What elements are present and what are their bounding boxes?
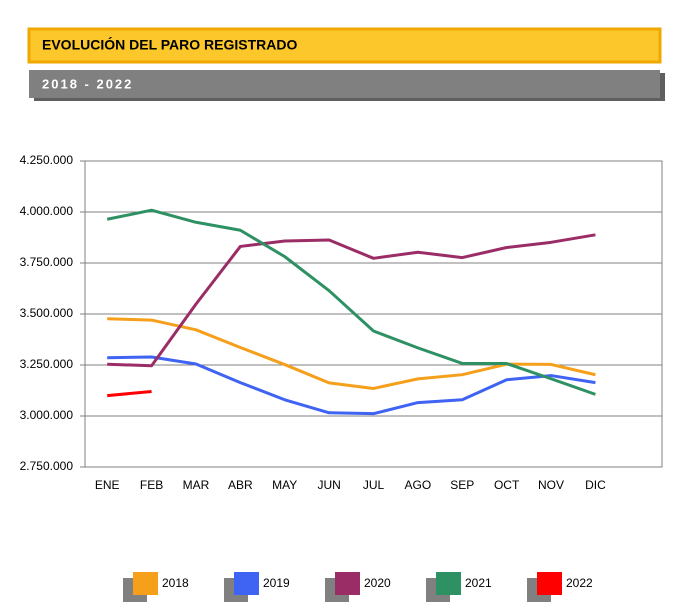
plot-border	[84, 160, 663, 468]
x-tick-label: SEP	[450, 478, 474, 492]
y-tick-label: 3.250.000	[20, 357, 74, 371]
legend-label: 2021	[465, 576, 492, 590]
y-tick-label: 3.000.000	[20, 408, 74, 422]
series-line	[107, 233, 596, 368]
chart-subtitle: 2018 - 2022	[42, 76, 133, 91]
x-tick-label: ENE	[95, 478, 120, 492]
series-line	[107, 317, 596, 390]
legend-label: 2019	[263, 576, 290, 590]
y-tick-label: 3.750.000	[20, 255, 74, 269]
legend-swatch	[537, 572, 562, 595]
chart-title: EVOLUCIÓN DEL PARO REGISTRADO	[42, 36, 298, 53]
y-tick-label: 4.250.000	[20, 153, 74, 167]
series-line	[106, 208, 596, 396]
series-line	[107, 390, 152, 398]
x-tick-label: FEB	[140, 478, 163, 492]
x-tick-label: NOV	[538, 478, 564, 492]
x-tick-label: JUL	[363, 478, 385, 492]
x-tick-label: MAR	[183, 478, 210, 492]
x-tick-label: JUN	[317, 478, 340, 492]
x-tick-label: AGO	[405, 478, 432, 492]
x-tick-label: ABR	[228, 478, 253, 492]
y-tick-label: 4.000.000	[20, 204, 74, 218]
legend-swatch	[133, 572, 158, 595]
legend-label: 2020	[364, 576, 391, 590]
x-tick-label: OCT	[494, 478, 520, 492]
legend-label: 2018	[162, 576, 189, 590]
title-box	[27, 27, 662, 64]
x-tick-label: MAY	[272, 478, 297, 492]
legend-swatch	[335, 572, 360, 595]
subtitle-box	[29, 70, 660, 98]
legend-swatch	[234, 572, 259, 595]
legend-label: 2022	[566, 576, 593, 590]
legend-swatch	[436, 572, 461, 595]
y-tick-label: 2.750.000	[20, 459, 74, 473]
y-tick-label: 3.500.000	[20, 306, 74, 320]
series-line	[107, 355, 596, 416]
x-tick-label: DIC	[585, 478, 606, 492]
